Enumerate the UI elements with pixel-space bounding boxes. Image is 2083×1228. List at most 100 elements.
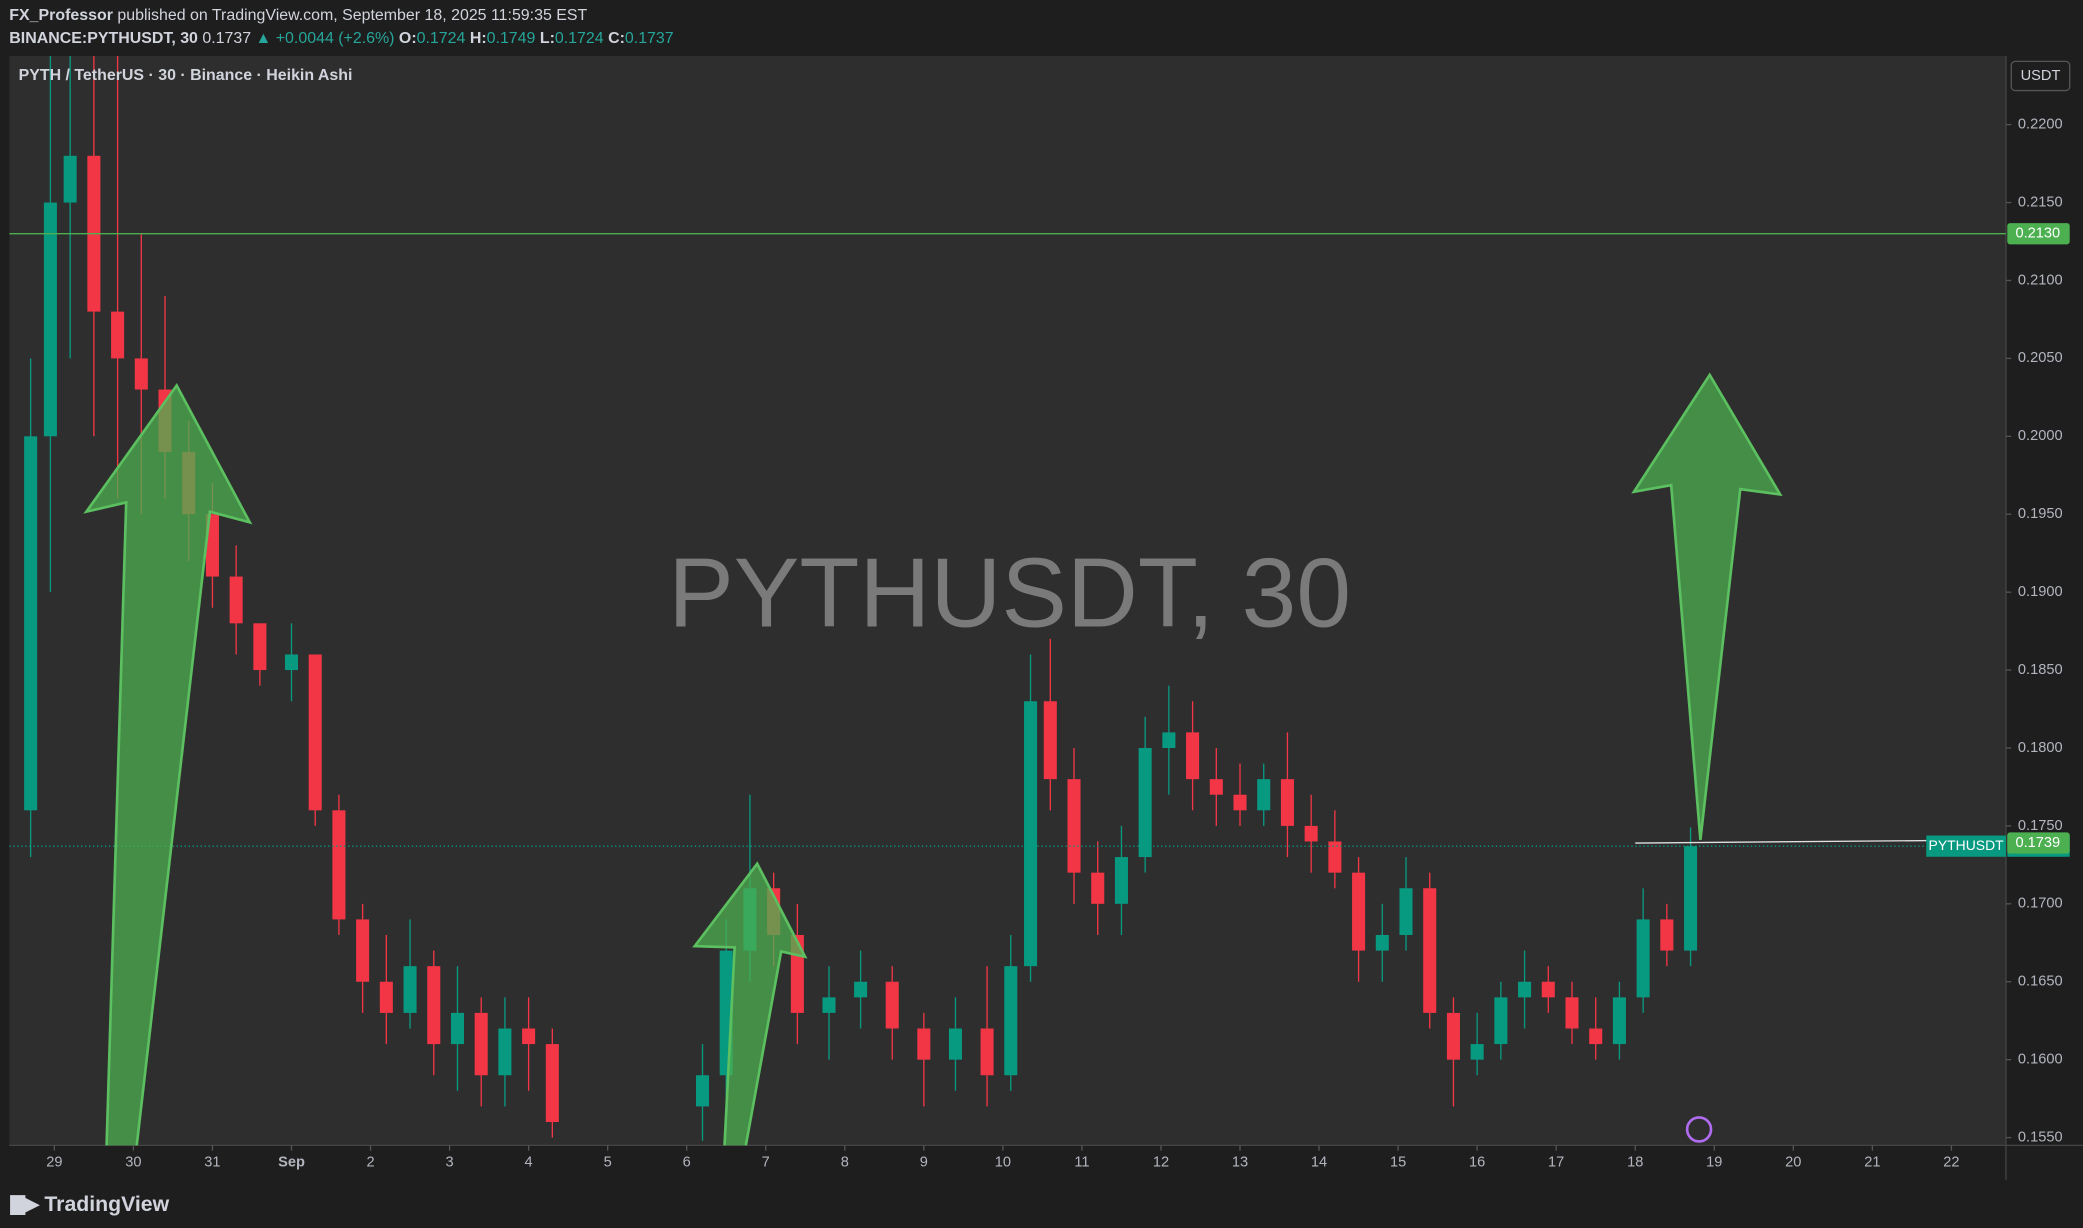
candle-body <box>403 966 417 1013</box>
arrow <box>83 382 253 1146</box>
candle-body <box>24 436 38 811</box>
watermark: PYTHUSDT, 30 <box>668 538 1351 648</box>
candle-body <box>1043 701 1057 780</box>
candle-body <box>980 1028 994 1076</box>
published: published on TradingView.com, September … <box>117 7 587 24</box>
x-tick-label: 12 <box>1153 1155 1169 1171</box>
candle-body <box>1541 981 1555 998</box>
change: ▲ +0.0044 (+2.6%) <box>256 30 395 47</box>
y-tick-label: 0.1750 <box>2018 818 2063 834</box>
h: 0.1749 <box>487 30 536 47</box>
y-tick-label: 0.1550 <box>2018 1129 2063 1145</box>
candle-body <box>134 358 148 390</box>
axes: 0.1550 0.1600 0.1650 0.1700 0.1750 0.1800 0.18… <box>46 116 2070 1171</box>
y-tick-label: 0.1900 <box>2018 584 2063 600</box>
event-icon[interactable] <box>1685 1116 1713 1143</box>
x-tick-label: 19 <box>1706 1155 1722 1171</box>
x-tick-label: 2 <box>366 1155 374 1171</box>
y-tick-label: 0.2200 <box>2018 116 2063 132</box>
candle-body <box>332 810 346 920</box>
candle-body <box>379 981 393 1013</box>
x-tick-label: 14 <box>1311 1155 1327 1171</box>
arrow <box>1631 372 1783 840</box>
candle-body <box>948 1028 962 1060</box>
arrows <box>83 372 1783 1146</box>
candle-body <box>1518 981 1532 998</box>
x-tick-label: 21 <box>1864 1155 1880 1171</box>
candle-body <box>1024 701 1038 967</box>
candle-body <box>1114 857 1128 904</box>
o: 0.1724 <box>417 30 466 47</box>
candle-body <box>205 514 219 577</box>
x-tick-label: 3 <box>446 1155 454 1171</box>
candle-body <box>1565 997 1579 1029</box>
y-tick-label: 0.1650 <box>2018 974 2063 990</box>
y-tick-label: 0.2050 <box>2018 350 2063 366</box>
logo-mark: ▇▶ <box>10 1193 45 1216</box>
symbol-line: BINANCE:PYTHUSDT, 30 0.1737 ▲ +0.0044 (+… <box>9 30 673 47</box>
y-tick-label: 0.1950 <box>2018 506 2063 522</box>
chart-title: PYTH / TetherUS · 30 · Binance · Heikin … <box>19 67 353 84</box>
candle-body <box>1470 1044 1484 1060</box>
x-tick-label: Sep <box>278 1155 305 1171</box>
x-tick-label: 16 <box>1469 1155 1485 1171</box>
c-label: C: <box>608 30 625 47</box>
l-label: L: <box>540 30 555 47</box>
y-tick-label: 0.1850 <box>2018 662 2063 678</box>
price-name: PYTHUSDT <box>1929 837 2005 853</box>
o-label: O: <box>399 30 417 47</box>
candle-body <box>1684 846 1698 951</box>
candle-body <box>356 919 370 982</box>
candle-body <box>1399 888 1413 935</box>
candle-body <box>1304 825 1318 842</box>
x-tick-label: 5 <box>604 1155 612 1171</box>
candle-body <box>1067 779 1081 873</box>
x-tick-label: 29 <box>46 1155 62 1171</box>
candle-body <box>1233 794 1247 811</box>
candle-body <box>695 1075 710 1107</box>
x-tick-label: 10 <box>995 1155 1011 1171</box>
y-tick-label: 0.1600 <box>2018 1052 2063 1068</box>
candle-body <box>885 981 899 1029</box>
h-label: H: <box>470 30 487 47</box>
author: FX_Professor <box>9 7 113 24</box>
logo: ▇▶ TradingView <box>10 1192 170 1216</box>
candle-body <box>1375 934 1389 951</box>
candle-body <box>1186 732 1200 780</box>
candle-body <box>1280 779 1294 826</box>
y-tick-label: 0.2000 <box>2018 428 2063 444</box>
currency-button[interactable] <box>2010 60 2071 92</box>
candle-body <box>1494 997 1508 1045</box>
y-tick-label: 0.2100 <box>2018 272 2063 288</box>
candle-body <box>822 997 836 1013</box>
candle-body <box>545 1044 559 1123</box>
candle-body <box>917 1028 931 1060</box>
candle-body <box>1162 732 1176 748</box>
candle-body <box>229 576 243 624</box>
candle-body <box>1352 872 1366 951</box>
candle-body <box>522 1028 536 1045</box>
candle-body <box>63 155 77 203</box>
candle-body <box>1636 919 1650 998</box>
x-tick-label: 11 <box>1074 1155 1089 1171</box>
x-tick-label: 18 <box>1627 1155 1643 1171</box>
candle-body <box>253 623 267 671</box>
x-tick-label: 13 <box>1232 1155 1248 1171</box>
x-tick-label: 8 <box>841 1155 849 1171</box>
trendline-label: 0.1739 <box>2015 835 2060 851</box>
candle-body <box>1612 997 1626 1045</box>
level-label: 0.2130 <box>2015 226 2060 242</box>
trendline-label-box <box>2007 832 2070 854</box>
x-tick-label: 17 <box>1548 1155 1564 1171</box>
candle-body <box>854 981 868 998</box>
candle-body <box>1257 779 1271 811</box>
currency[interactable]: USDT <box>2021 68 2061 84</box>
candle-body <box>450 1012 464 1045</box>
x-tick-label: 20 <box>1785 1155 1801 1171</box>
x-tick-label: 15 <box>1390 1155 1406 1171</box>
last: 0.1737 <box>202 30 251 47</box>
candle-body <box>43 202 57 437</box>
header-line: FX_Professor published on TradingView.co… <box>9 7 587 24</box>
candle-body <box>1660 919 1674 951</box>
